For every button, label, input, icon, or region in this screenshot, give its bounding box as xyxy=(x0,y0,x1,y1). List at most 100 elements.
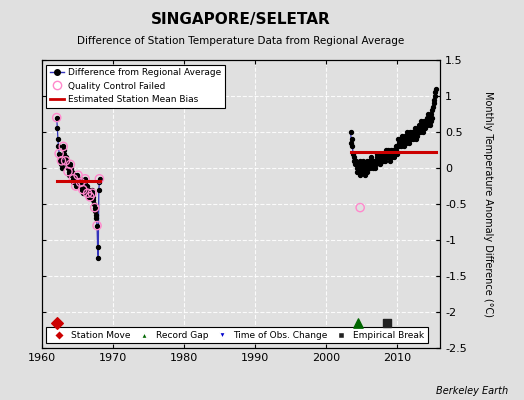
Point xyxy=(89,197,97,204)
Point xyxy=(358,161,366,168)
Point xyxy=(411,132,420,139)
Point xyxy=(57,158,66,164)
Point xyxy=(430,96,439,103)
Point xyxy=(349,150,357,157)
Point xyxy=(423,122,431,128)
Legend: Station Move, Record Gap, Time of Obs. Change, Empirical Break: Station Move, Record Gap, Time of Obs. C… xyxy=(47,327,428,344)
Point xyxy=(410,125,419,132)
Point xyxy=(430,100,438,106)
Point xyxy=(388,147,397,153)
Point xyxy=(406,129,414,135)
Point xyxy=(81,176,90,182)
Point xyxy=(420,118,428,124)
Point xyxy=(385,150,394,157)
Point xyxy=(373,154,381,160)
Point xyxy=(419,125,428,132)
Point xyxy=(390,154,398,160)
Point xyxy=(59,143,68,150)
Point xyxy=(389,150,398,157)
Point xyxy=(73,172,82,178)
Point xyxy=(64,165,72,171)
Point xyxy=(414,125,423,132)
Point xyxy=(348,143,357,150)
Point xyxy=(362,165,370,171)
Point xyxy=(93,244,102,250)
Point xyxy=(412,129,420,135)
Point xyxy=(62,158,71,164)
Point xyxy=(395,143,403,150)
Point xyxy=(77,179,85,186)
Point xyxy=(401,132,409,139)
Point xyxy=(377,150,386,157)
Point xyxy=(379,158,387,164)
Point xyxy=(59,161,67,168)
Point xyxy=(79,186,87,193)
Point xyxy=(78,183,86,189)
Point xyxy=(397,143,405,150)
Point xyxy=(405,136,413,142)
Point xyxy=(406,132,414,139)
Point xyxy=(77,183,85,189)
Point xyxy=(69,176,77,182)
Point xyxy=(68,168,76,175)
Point xyxy=(83,183,91,189)
Point xyxy=(61,158,70,164)
Point xyxy=(58,165,66,171)
Point xyxy=(421,125,430,132)
Point xyxy=(425,118,433,124)
Point xyxy=(422,114,431,121)
Point xyxy=(88,190,96,196)
Point xyxy=(422,118,430,124)
Point xyxy=(82,183,90,189)
Point xyxy=(366,161,375,168)
Point xyxy=(409,132,418,139)
Point xyxy=(427,118,435,124)
Point xyxy=(83,190,92,196)
Point xyxy=(417,118,425,124)
Point xyxy=(89,194,97,200)
Point xyxy=(387,147,395,153)
Point xyxy=(353,168,362,175)
Point xyxy=(429,104,437,110)
Point xyxy=(57,161,65,168)
Point xyxy=(78,186,86,193)
Point xyxy=(357,165,366,171)
Point xyxy=(414,129,422,135)
Point xyxy=(356,168,365,175)
Point xyxy=(413,125,422,132)
Point xyxy=(350,158,358,164)
Point xyxy=(350,154,358,160)
Text: Berkeley Earth: Berkeley Earth xyxy=(436,386,508,396)
Point xyxy=(361,161,369,168)
Point xyxy=(365,158,373,164)
Point xyxy=(421,122,429,128)
Point xyxy=(377,158,385,164)
Point xyxy=(427,111,435,117)
Point xyxy=(56,154,64,160)
Point xyxy=(82,186,91,193)
Point xyxy=(387,150,396,157)
Point xyxy=(354,320,363,326)
Point xyxy=(392,147,400,153)
Point xyxy=(375,158,384,164)
Point xyxy=(386,158,394,164)
Point xyxy=(353,165,361,171)
Point xyxy=(60,147,68,153)
Point xyxy=(56,158,64,164)
Point xyxy=(91,204,99,211)
Point xyxy=(419,129,427,135)
Point xyxy=(372,161,380,168)
Point xyxy=(364,161,373,168)
Point xyxy=(383,320,391,326)
Point xyxy=(65,172,73,178)
Point xyxy=(96,176,104,182)
Point xyxy=(352,158,360,164)
Point xyxy=(61,158,70,164)
Point xyxy=(356,204,364,211)
Point xyxy=(412,136,421,142)
Point xyxy=(358,158,367,164)
Point xyxy=(70,172,79,178)
Point xyxy=(397,136,406,142)
Point xyxy=(409,136,417,142)
Point xyxy=(395,140,403,146)
